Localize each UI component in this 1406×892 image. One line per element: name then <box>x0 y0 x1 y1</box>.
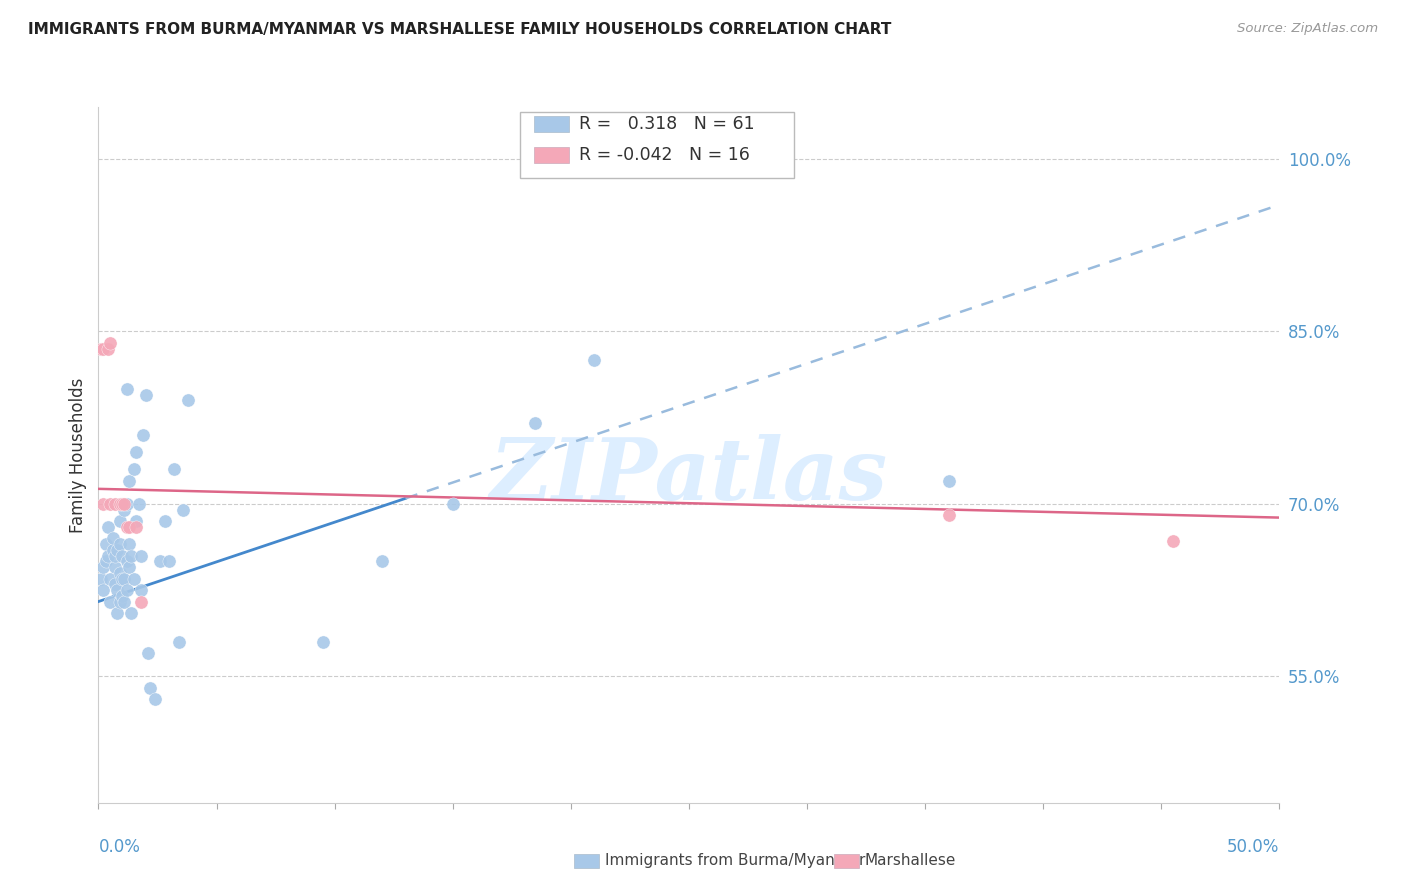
Point <box>105 542 128 557</box>
Point <box>1161 533 1184 548</box>
Point <box>104 549 127 563</box>
Point <box>115 497 138 511</box>
Point <box>94 537 117 551</box>
Point <box>97 549 120 563</box>
Point <box>111 572 134 586</box>
Point <box>94 554 117 568</box>
Point <box>441 497 464 511</box>
Point <box>97 520 120 534</box>
Point <box>135 387 157 401</box>
Point <box>153 514 176 528</box>
Text: 0.0%: 0.0% <box>98 838 141 856</box>
Text: ZIPatlas: ZIPatlas <box>489 434 889 517</box>
Point <box>121 606 143 620</box>
Point <box>101 542 124 557</box>
Point <box>112 497 135 511</box>
Point <box>111 589 134 603</box>
Point <box>143 692 166 706</box>
Point <box>101 531 124 545</box>
Point <box>97 342 120 356</box>
Point <box>136 646 159 660</box>
Point <box>524 417 547 431</box>
Point <box>91 560 114 574</box>
Point <box>108 594 131 608</box>
Point <box>90 572 112 586</box>
Point <box>104 577 127 591</box>
Text: Marshallese: Marshallese <box>865 854 956 868</box>
Point <box>938 508 960 523</box>
Point <box>111 497 134 511</box>
Point <box>98 497 121 511</box>
Point <box>132 427 155 442</box>
Point <box>105 582 128 597</box>
Text: R =   0.318   N = 61: R = 0.318 N = 61 <box>579 115 755 133</box>
Point <box>90 342 112 356</box>
Text: Source: ZipAtlas.com: Source: ZipAtlas.com <box>1237 22 1378 36</box>
Point <box>121 549 143 563</box>
Point <box>177 393 200 408</box>
Point <box>129 549 152 563</box>
Point <box>125 445 148 459</box>
Point <box>938 474 960 488</box>
Point <box>128 497 150 511</box>
Text: R = -0.042   N = 16: R = -0.042 N = 16 <box>579 146 751 164</box>
Point <box>108 537 131 551</box>
Point <box>125 520 148 534</box>
Point <box>112 594 135 608</box>
Text: 50.0%: 50.0% <box>1227 838 1279 856</box>
Text: Immigrants from Burma/Myanmar: Immigrants from Burma/Myanmar <box>605 854 865 868</box>
Point <box>371 554 394 568</box>
Point <box>108 566 131 580</box>
Point <box>91 342 114 356</box>
Point <box>149 554 172 568</box>
Point <box>104 497 127 511</box>
Y-axis label: Family Households: Family Households <box>69 377 87 533</box>
Point <box>583 353 606 368</box>
Point <box>108 514 131 528</box>
Point <box>104 560 127 574</box>
Point <box>91 582 114 597</box>
Point <box>118 520 141 534</box>
Point <box>122 462 145 476</box>
Point <box>108 497 131 511</box>
Point <box>98 572 121 586</box>
Point <box>91 497 114 511</box>
Point <box>115 382 138 396</box>
Point <box>111 549 134 563</box>
Point <box>118 537 141 551</box>
Point <box>118 474 141 488</box>
Point <box>98 335 121 350</box>
Point <box>125 514 148 528</box>
Point <box>129 582 152 597</box>
Point <box>157 554 180 568</box>
Point <box>312 635 335 649</box>
Point <box>115 554 138 568</box>
Point <box>163 462 186 476</box>
Point <box>122 572 145 586</box>
Point <box>115 582 138 597</box>
Point <box>112 572 135 586</box>
Point <box>98 594 121 608</box>
Point <box>167 635 190 649</box>
Point <box>118 560 141 574</box>
Point <box>105 606 128 620</box>
Point <box>129 594 152 608</box>
Point <box>112 502 135 516</box>
Point <box>172 502 194 516</box>
Point <box>139 681 162 695</box>
Point <box>115 520 138 534</box>
Text: IMMIGRANTS FROM BURMA/MYANMAR VS MARSHALLESE FAMILY HOUSEHOLDS CORRELATION CHART: IMMIGRANTS FROM BURMA/MYANMAR VS MARSHAL… <box>28 22 891 37</box>
